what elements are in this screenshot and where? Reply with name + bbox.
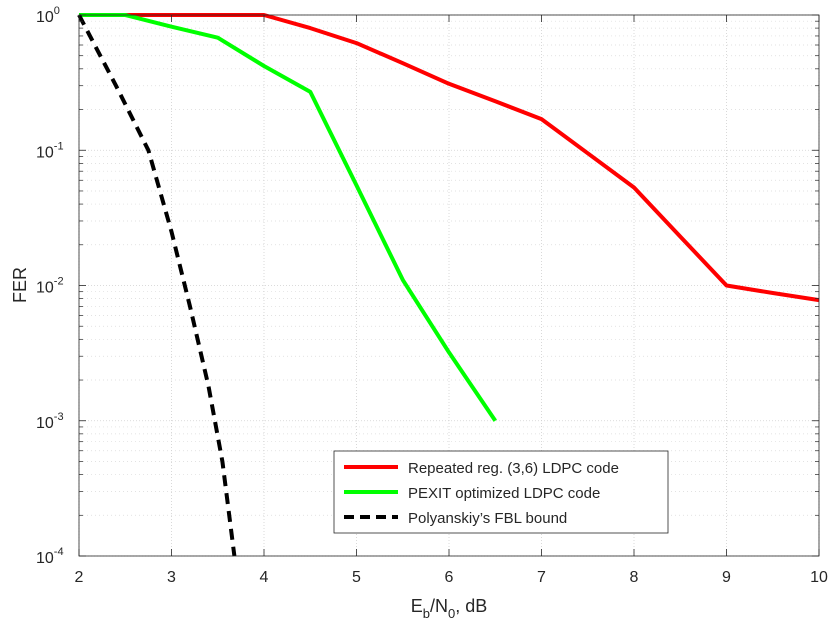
y-tick-base: 10 xyxy=(36,144,54,161)
legend-label-repeated: Repeated reg. (3,6) LDPC code xyxy=(408,460,619,477)
x-tick-label: 9 xyxy=(722,569,731,586)
tick-marks xyxy=(78,14,820,557)
y-tick-label: 10-1 xyxy=(36,140,64,161)
x-tick-label: 6 xyxy=(445,569,454,586)
y-tick-label: 10-3 xyxy=(36,411,64,432)
y-tick-label: 10-2 xyxy=(36,276,64,297)
legend: Repeated reg. (3,6) LDPC code PEXIT opti… xyxy=(333,450,669,534)
y-tick-base: 10 xyxy=(36,415,54,432)
x-tick-label: 10 xyxy=(810,569,828,586)
y-tick-exponent: 0 xyxy=(54,5,60,17)
legend-label-fbl: Polyanskiy’s FBL bound xyxy=(408,510,567,527)
x-tick-label: 8 xyxy=(630,569,639,586)
y-axis-label: FER xyxy=(10,267,30,303)
x-label-db: , dB xyxy=(455,596,487,616)
x-label-n: /N xyxy=(430,596,448,616)
y-tick-exponent: -1 xyxy=(54,140,64,152)
y-tick-base: 10 xyxy=(36,550,54,567)
x-label-sub-b: b xyxy=(423,606,430,621)
x-tick-label: 3 xyxy=(167,569,176,586)
series-fbl-bound xyxy=(77,14,237,557)
y-tick-exponent: -4 xyxy=(54,546,64,558)
y-tick-base: 10 xyxy=(36,280,54,297)
x-label-e: E xyxy=(411,596,423,616)
x-tick-label: 4 xyxy=(260,569,269,586)
y-tick-exponent: -2 xyxy=(54,276,64,288)
x-axis-label: Eb/N0, dB xyxy=(411,596,488,621)
y-tick-label: 100 xyxy=(36,5,60,26)
x-tick-labels: 2 3 4 5 6 7 8 9 10 xyxy=(75,569,828,586)
series-pexit-ldpc xyxy=(79,13,497,422)
x-tick-label: 2 xyxy=(75,569,84,586)
y-tick-label: 10-4 xyxy=(36,546,64,567)
x-tick-label: 5 xyxy=(352,569,361,586)
legend-label-pexit: PEXIT optimized LDPC code xyxy=(408,485,600,502)
y-tick-exponent: -3 xyxy=(54,411,64,423)
x-tick-label: 7 xyxy=(537,569,546,586)
x-label-sub-0: 0 xyxy=(448,606,455,621)
y-tick-base: 10 xyxy=(36,9,54,26)
minor-grid xyxy=(79,20,819,516)
